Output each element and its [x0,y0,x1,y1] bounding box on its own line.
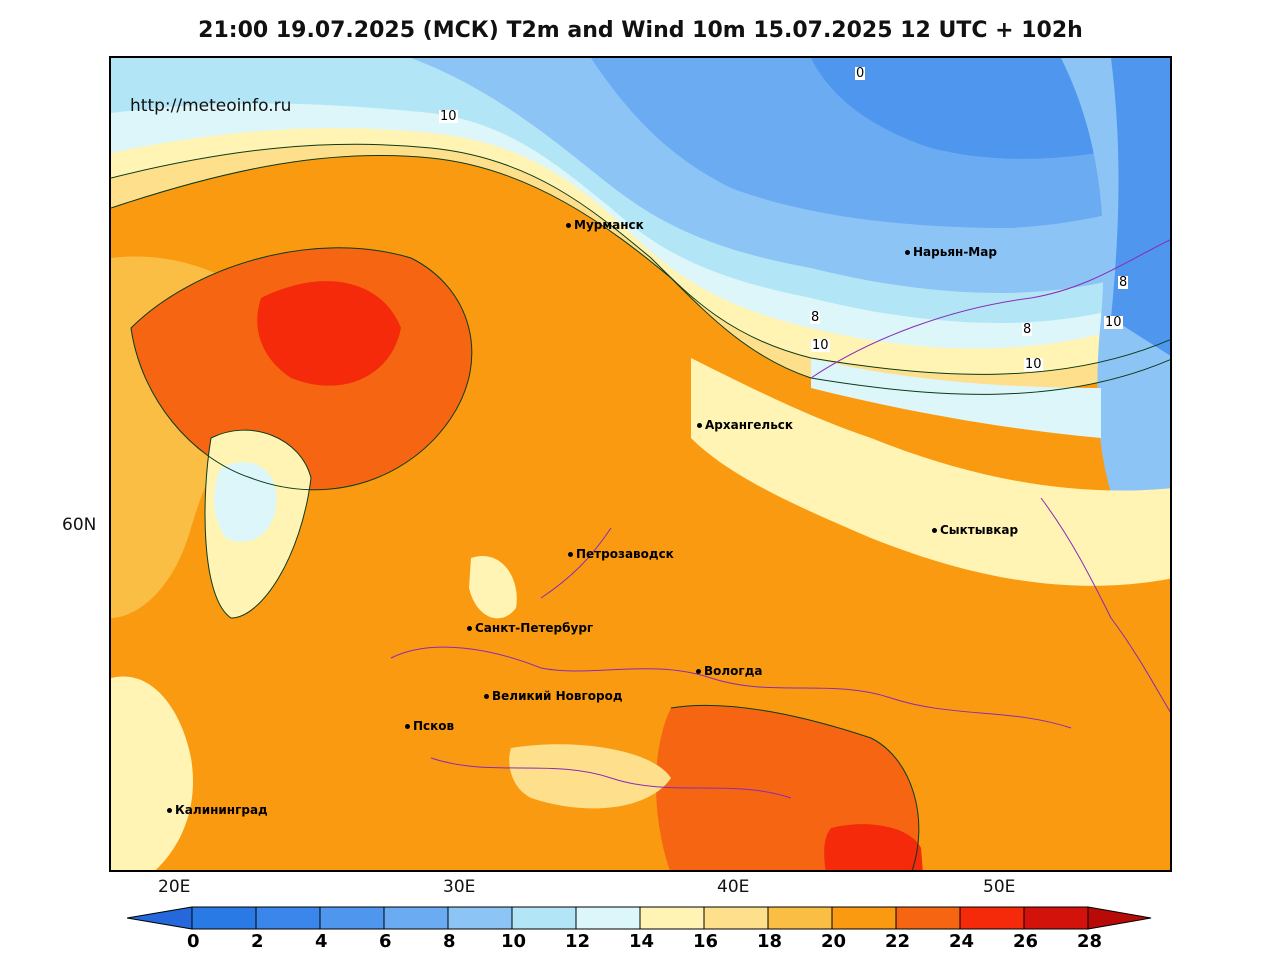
colorbar-cell [319,906,385,930]
city-dot-icon [484,694,489,699]
isoline-label: 10 [811,338,830,353]
city-dot-icon [697,423,702,428]
colorbar-cell [767,906,833,930]
colorbar-tick-label: 20 [821,931,847,952]
colorbar-tick-label: 16 [693,931,719,952]
temperature-map [109,56,1172,872]
field-16-east [691,358,1170,586]
colorbar-tick-label: 8 [443,931,456,952]
colorbar-under-arrow [127,906,193,930]
colorbar-tick-label: 26 [1013,931,1039,952]
lon-label-30e: 30E [443,877,476,897]
colorbar-tick-label: 10 [501,931,527,952]
colorbar-tick-label: 4 [315,931,328,952]
city-dot-icon [467,626,472,631]
city-dot-icon [905,250,910,255]
colorbar-cell [511,906,577,930]
source-url: http://meteoinfo.ru [130,96,292,116]
city-syktyvkar: Сыктывкар [932,523,1018,537]
city-saint-petersburg: Санкт-Петербург [467,621,593,635]
colorbar-cell [639,906,705,930]
city-veliky-novgorod: Великий Новгород [484,689,623,703]
colorbar-cell [1023,906,1089,930]
colorbar-cell [383,906,449,930]
colorbar-tick-label: 12 [565,931,591,952]
colorbar-tick-label: 24 [949,931,975,952]
colorbar [127,906,1152,930]
isoline-label: 10 [1104,315,1123,330]
colorbar-cell [447,906,513,930]
field-16-ladoga [469,556,517,619]
city-dot-icon [568,552,573,557]
city-dot-icon [167,808,172,813]
colorbar-tick-label: 28 [1077,931,1103,952]
city-dot-icon [932,528,937,533]
city-pskov: Псков [405,719,454,733]
city-petrozavodsk: Петрозаводск [568,547,674,561]
colorbar-cell [831,906,897,930]
colorbar-cell [703,906,769,930]
city-vologda: Вологда [696,664,762,678]
isoline-label: 0 [855,66,866,81]
isoline-label: 8 [1118,275,1129,290]
colorbar-cell [575,906,641,930]
colorbar-cell [255,906,321,930]
map-title: 21:00 19.07.2025 (МСК) T2m and Wind 10m … [198,18,1083,43]
lat-label-60n: 60N [62,515,97,535]
field-16-west [111,676,193,870]
colorbar-tick-label: 2 [251,931,264,952]
colorbar-tick-label: 6 [379,931,392,952]
colorbar-tick-label: 14 [629,931,655,952]
field-18-south [509,744,671,809]
colorbar-over-arrow [1087,906,1152,930]
field-14-baltic [214,462,277,542]
isoline-label: 8 [1022,322,1033,337]
city-dot-icon [696,669,701,674]
field-26-south [824,824,923,870]
city-dot-icon [405,724,410,729]
city-naryan-mar: Нарьян-Мар [905,245,997,259]
lon-label-20e: 20E [158,877,191,897]
colorbar-cell [959,906,1025,930]
field-26-north [257,281,401,386]
city-murmansk: Мурманск [566,218,644,232]
city-dot-icon [566,223,571,228]
lon-label-40e: 40E [717,877,750,897]
lon-label-50e: 50E [983,877,1016,897]
colorbar-tick-label: 22 [885,931,911,952]
colorbar-cell [191,906,257,930]
field-14-east [811,358,1101,438]
city-kaliningrad: Калининград [167,803,268,817]
city-arkhangelsk: Архангельск [697,418,793,432]
isoline-label: 10 [439,109,458,124]
colorbar-tick-label: 0 [187,931,200,952]
isoline-label: 10 [1024,357,1043,372]
colorbar-cell [895,906,961,930]
map-fields [111,58,1170,870]
isoline-label: 8 [810,310,821,325]
colorbar-tick-label: 18 [757,931,783,952]
field-6-urals [1111,58,1170,356]
